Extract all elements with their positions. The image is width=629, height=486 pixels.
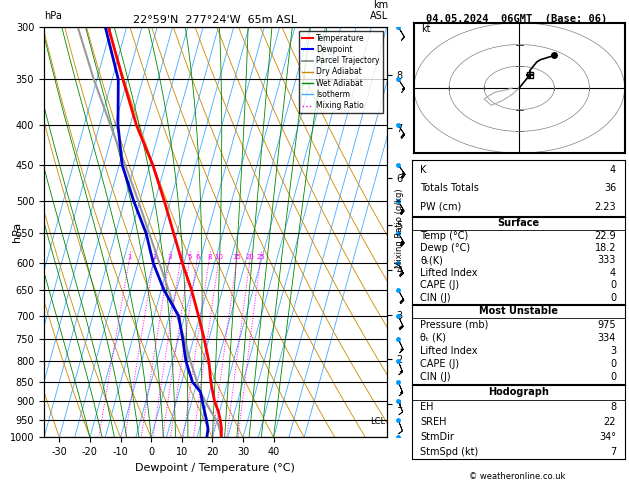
Text: 36: 36 [604,183,616,193]
Text: 0: 0 [610,359,616,369]
Text: 22.9: 22.9 [594,231,616,241]
Text: 4: 4 [610,165,616,174]
Text: 04.05.2024  06GMT  (Base: 06): 04.05.2024 06GMT (Base: 06) [426,14,608,24]
Legend: Temperature, Dewpoint, Parcel Trajectory, Dry Adiabat, Wet Adiabat, Isotherm, Mi: Temperature, Dewpoint, Parcel Trajectory… [299,31,383,113]
Text: θₜ (K): θₜ (K) [421,333,447,343]
Title: 22°59'N  277°24'W  65m ASL: 22°59'N 277°24'W 65m ASL [133,15,298,25]
Text: kt: kt [421,23,430,34]
Text: CAPE (J): CAPE (J) [421,359,460,369]
Text: Lifted Index: Lifted Index [421,346,478,356]
Text: Dewp (°C): Dewp (°C) [421,243,470,253]
Text: Lifted Index: Lifted Index [421,268,478,278]
Text: θₜ(K): θₜ(K) [421,256,443,265]
Text: hPa: hPa [44,11,62,21]
Text: 334: 334 [598,333,616,343]
Text: 4: 4 [610,268,616,278]
Text: 34°: 34° [599,432,616,442]
Text: CIN (J): CIN (J) [421,293,451,303]
Text: 1: 1 [128,255,132,260]
Text: CAPE (J): CAPE (J) [421,280,460,290]
Text: 4: 4 [179,255,183,260]
Text: 20: 20 [246,255,255,260]
Text: StmDir: StmDir [421,432,454,442]
Text: 10: 10 [214,255,223,260]
Text: 3: 3 [610,346,616,356]
Text: 2.23: 2.23 [594,202,616,212]
Text: Most Unstable: Most Unstable [479,306,558,316]
Text: Totals Totals: Totals Totals [421,183,479,193]
Text: © weatheronline.co.uk: © weatheronline.co.uk [469,472,565,481]
Text: 7: 7 [610,447,616,457]
Text: 6: 6 [195,255,199,260]
Text: 15: 15 [233,255,242,260]
X-axis label: Dewpoint / Temperature (°C): Dewpoint / Temperature (°C) [135,463,296,473]
Text: 25: 25 [257,255,265,260]
Text: 2: 2 [152,255,157,260]
Text: 3: 3 [167,255,172,260]
Text: Hodograph: Hodograph [488,387,548,398]
Text: CIN (J): CIN (J) [421,372,451,382]
Text: K: K [421,165,427,174]
Y-axis label: km
ASL: km ASL [419,232,437,254]
Text: LCL: LCL [370,417,386,426]
Text: 8: 8 [610,402,616,412]
Text: PW (cm): PW (cm) [421,202,462,212]
Text: 975: 975 [598,319,616,330]
Text: 0: 0 [610,280,616,290]
Text: km
ASL: km ASL [370,0,388,21]
Text: 333: 333 [598,256,616,265]
Text: 0: 0 [610,293,616,303]
Text: Pressure (mb): Pressure (mb) [421,319,489,330]
Text: Mixing Ratio (g/kg): Mixing Ratio (g/kg) [395,189,404,268]
Text: 0: 0 [610,372,616,382]
Text: SREH: SREH [421,417,447,427]
Text: StmSpd (kt): StmSpd (kt) [421,447,479,457]
Text: 22: 22 [604,417,616,427]
Text: Surface: Surface [498,218,539,228]
Text: EH: EH [421,402,434,412]
Text: Temp (°C): Temp (°C) [421,231,469,241]
Text: 8: 8 [207,255,212,260]
Text: 5: 5 [187,255,192,260]
Text: 18.2: 18.2 [594,243,616,253]
Text: hPa: hPa [11,222,21,242]
